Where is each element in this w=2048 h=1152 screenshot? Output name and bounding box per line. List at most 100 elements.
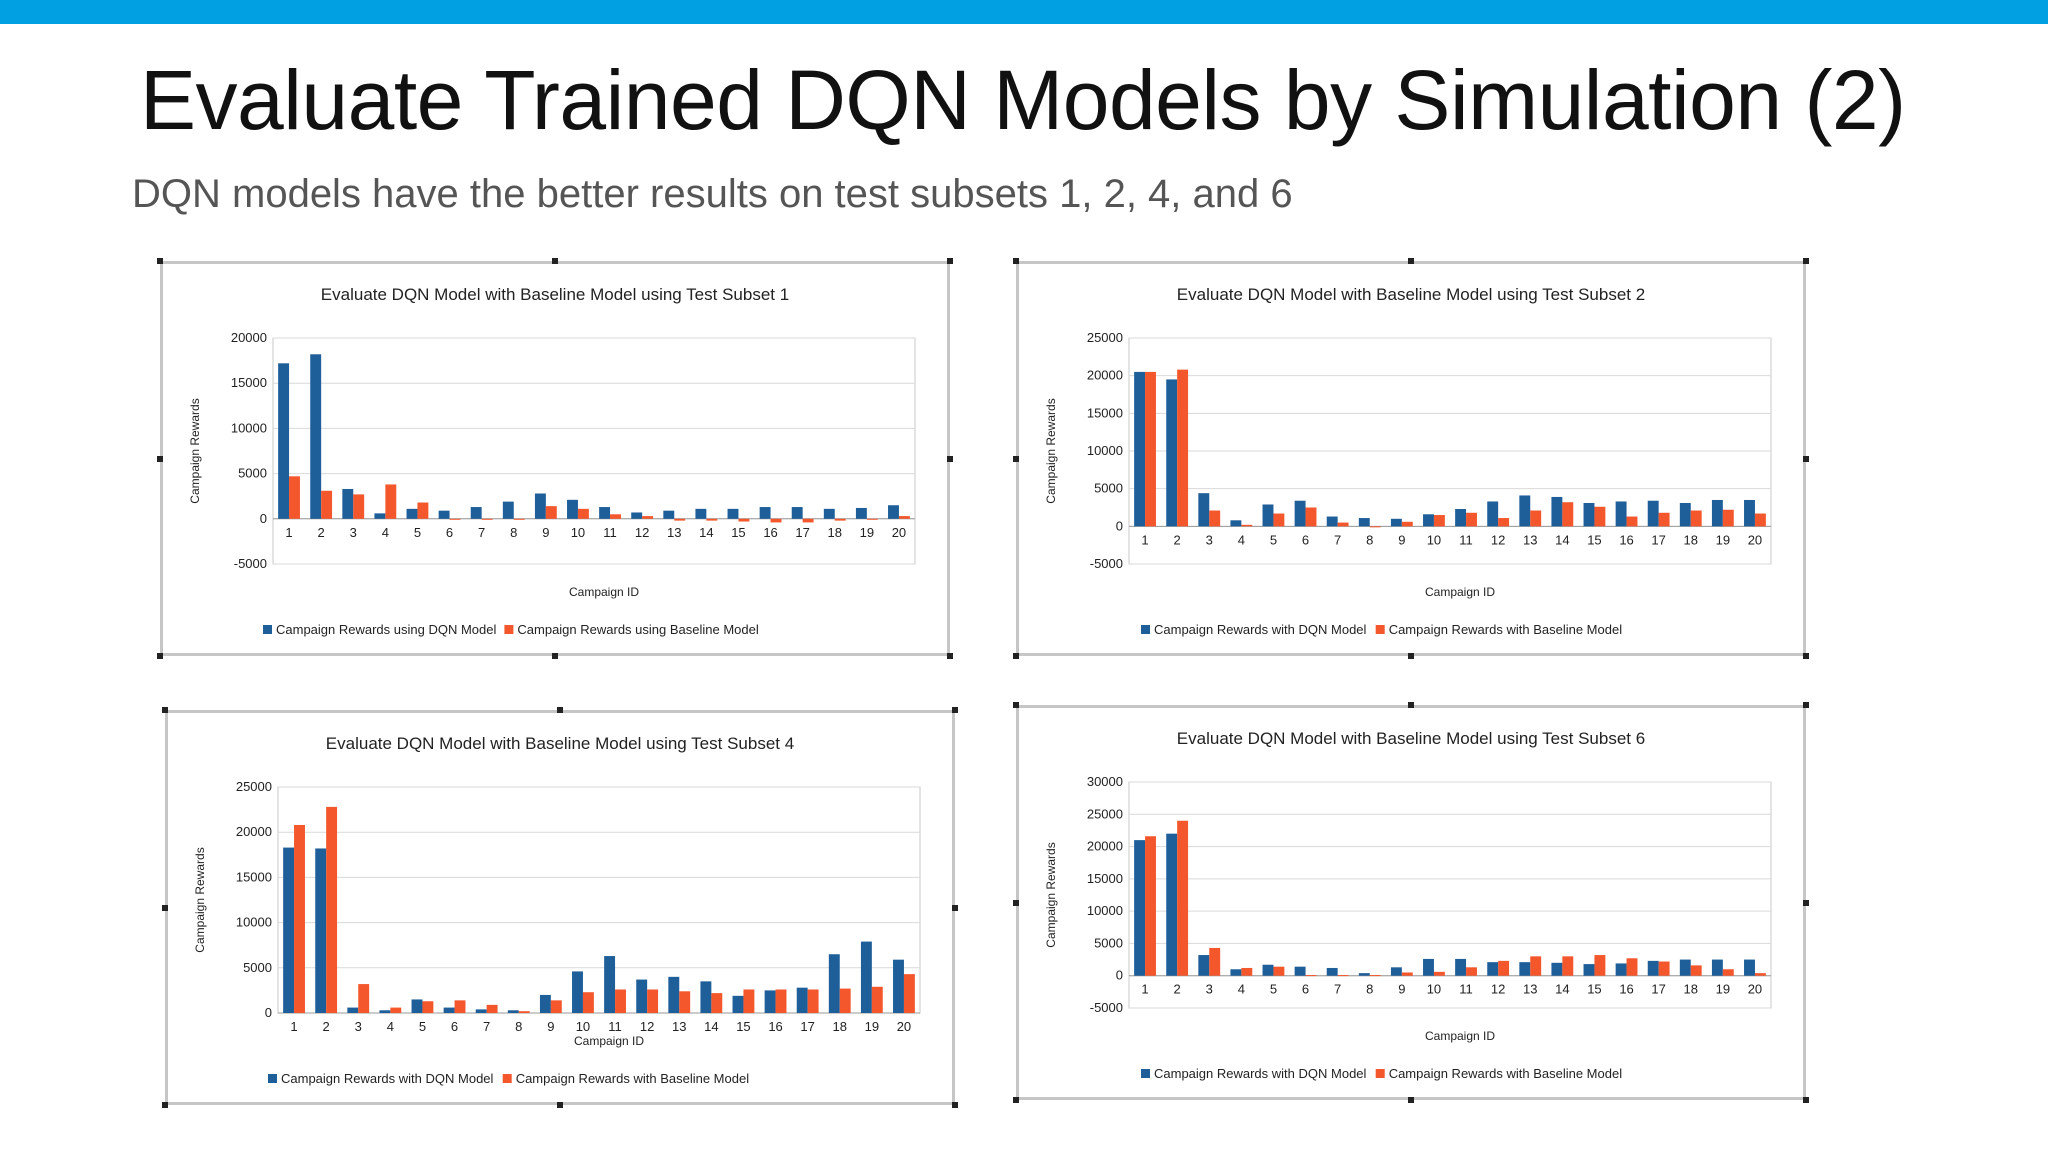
baseline-bar: [1722, 509, 1734, 527]
resize-handle[interactable]: [157, 258, 163, 264]
resize-handle[interactable]: [162, 1102, 168, 1108]
resize-handle[interactable]: [947, 258, 953, 264]
y-tick-label: 0: [1116, 518, 1123, 533]
resize-handle[interactable]: [1013, 258, 1019, 264]
resize-handle[interactable]: [1408, 1097, 1414, 1103]
baseline-bar: [289, 476, 300, 519]
baseline-bar: [1466, 967, 1477, 976]
resize-handle[interactable]: [1013, 653, 1019, 659]
legend-label: Campaign Rewards using DQN Model: [276, 622, 496, 637]
baseline-bar: [1177, 820, 1189, 976]
x-tick-label: 11: [1459, 982, 1473, 997]
resize-handle[interactable]: [952, 707, 958, 713]
dqn-bar: [1390, 518, 1402, 527]
resize-handle[interactable]: [1408, 702, 1414, 708]
x-tick-label: 12: [1491, 982, 1505, 997]
chart-title: Evaluate DQN Model with Baseline Model u…: [326, 734, 794, 753]
dqn-bar: [1134, 371, 1146, 527]
resize-handle[interactable]: [1803, 702, 1809, 708]
legend-label: Campaign Rewards with DQN Model: [281, 1071, 494, 1086]
legend-label: Campaign Rewards with Baseline Model: [1389, 622, 1623, 637]
y-axis-title: Campaign Rewards: [1044, 842, 1058, 947]
resize-handle[interactable]: [157, 653, 163, 659]
chart-panel-subset-1[interactable]: Evaluate DQN Model with Baseline Model u…: [157, 258, 953, 659]
resize-handle[interactable]: [1013, 899, 1019, 906]
resize-handle[interactable]: [1803, 455, 1809, 462]
dqn-bar: [1583, 964, 1595, 976]
chart-panel-subset-4[interactable]: Evaluate DQN Model with Baseline Model u…: [162, 707, 958, 1108]
dqn-bar: [1166, 833, 1178, 976]
baseline-bar: [577, 508, 589, 519]
baseline-bar: [706, 518, 718, 521]
resize-handle[interactable]: [947, 653, 953, 659]
chart-title: Evaluate DQN Model with Baseline Model u…: [1177, 285, 1645, 304]
x-tick-label: 9: [547, 1019, 554, 1034]
baseline-bar: [486, 1004, 498, 1013]
x-tick-label: 20: [892, 525, 906, 540]
x-tick-label: 8: [515, 1019, 522, 1034]
dqn-bar: [1294, 500, 1306, 527]
baseline-bar: [1754, 513, 1766, 527]
baseline-bar: [1626, 958, 1638, 976]
dqn-bar: [1679, 959, 1691, 976]
dqn-bar: [567, 499, 578, 519]
y-tick-label: 5000: [1094, 935, 1123, 950]
dqn-bar: [1519, 495, 1531, 527]
resize-handle[interactable]: [1408, 258, 1414, 264]
resize-handle[interactable]: [1013, 455, 1019, 462]
x-tick-label: 13: [672, 1019, 686, 1034]
legend-label: Campaign Rewards with Baseline Model: [1389, 1066, 1623, 1081]
dqn-bar: [893, 959, 904, 1013]
dqn-bar: [406, 508, 418, 519]
x-tick-label: 14: [704, 1019, 718, 1034]
baseline-bar: [582, 992, 594, 1013]
chart-panel-subset-2[interactable]: Evaluate DQN Model with Baseline Model u…: [1013, 258, 1809, 659]
baseline-bar: [898, 516, 910, 519]
slide-top-accent-bar: [0, 0, 2048, 24]
resize-handle[interactable]: [952, 1102, 958, 1108]
baseline-bar: [743, 989, 755, 1013]
x-tick-label: 17: [1651, 982, 1665, 997]
dqn-bar: [379, 1010, 391, 1013]
x-tick-label: 9: [1398, 982, 1405, 997]
dqn-bar: [796, 987, 808, 1013]
baseline-bar: [903, 974, 915, 1013]
baseline-bar: [513, 518, 525, 520]
resize-handle[interactable]: [162, 707, 168, 713]
x-tick-label: 6: [1302, 532, 1309, 547]
chart-panel-subset-6[interactable]: Evaluate DQN Model with Baseline Model u…: [1013, 702, 1809, 1103]
resize-handle[interactable]: [1803, 1097, 1809, 1103]
x-tick-label: 10: [576, 1019, 590, 1034]
resize-handle[interactable]: [157, 455, 163, 462]
baseline-bar: [1401, 972, 1413, 976]
x-tick-label: 5: [414, 525, 421, 540]
x-tick-label: 3: [355, 1019, 362, 1034]
dqn-bar: [599, 507, 611, 519]
baseline-bar: [770, 518, 782, 523]
dqn-bar: [823, 508, 835, 519]
resize-handle[interactable]: [952, 904, 958, 911]
x-tick-label: 20: [1748, 532, 1762, 547]
baseline-bar: [1594, 955, 1606, 976]
y-tick-label: 20000: [231, 330, 267, 345]
resize-handle[interactable]: [1408, 653, 1414, 659]
baseline-bar: [1562, 956, 1574, 976]
chart-title: Evaluate DQN Model with Baseline Model u…: [321, 285, 789, 304]
resize-handle[interactable]: [557, 1102, 563, 1108]
x-tick-label: 1: [290, 1019, 297, 1034]
resize-handle[interactable]: [1013, 702, 1019, 708]
resize-handle[interactable]: [1803, 258, 1809, 264]
resize-handle[interactable]: [552, 258, 558, 264]
baseline-bar: [550, 1000, 562, 1013]
dqn-bar: [1583, 502, 1595, 527]
x-tick-label: 17: [795, 525, 809, 540]
resize-handle[interactable]: [1013, 1097, 1019, 1103]
resize-handle[interactable]: [557, 707, 563, 713]
baseline-bar: [358, 984, 370, 1013]
resize-handle[interactable]: [162, 904, 168, 911]
legend-swatch: [1375, 625, 1385, 634]
resize-handle[interactable]: [552, 653, 558, 659]
resize-handle[interactable]: [1803, 653, 1809, 659]
resize-handle[interactable]: [947, 455, 953, 462]
resize-handle[interactable]: [1803, 899, 1809, 906]
